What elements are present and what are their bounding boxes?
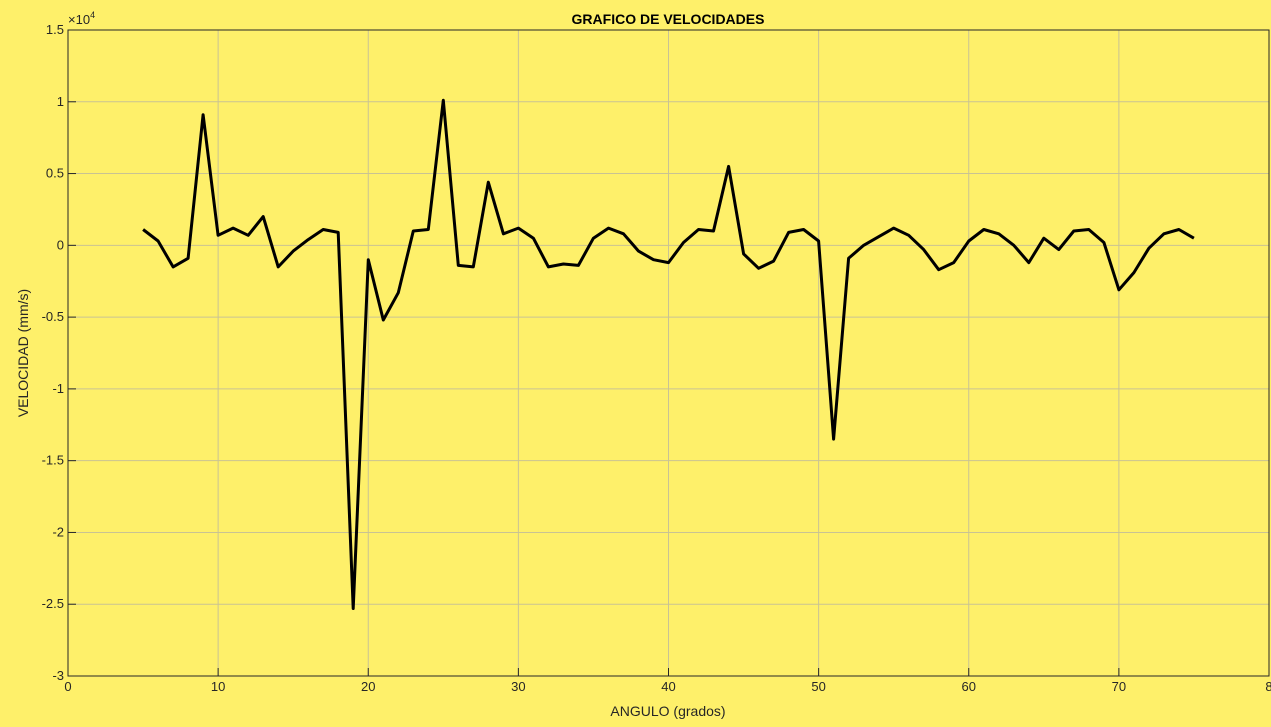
y-tick-label: -1 (52, 381, 64, 396)
y-tick-label: -2 (52, 524, 64, 539)
y-tick-label: -3 (52, 668, 64, 683)
y-tick-label: -2.5 (42, 596, 64, 611)
x-tick-label: 8 (1265, 679, 1271, 694)
x-tick-label: 10 (211, 679, 225, 694)
grid-lines (68, 30, 1269, 676)
x-tick-label: 30 (511, 679, 525, 694)
chart-title: GRAFICO DE VELOCIDADES (572, 11, 765, 27)
x-axis-ticks: 0 10 20 30 40 50 60 70 8 (64, 668, 1271, 694)
y-axis-ticks: 1.5 1 0.5 0 -0.5 -1 -1.5 -2 -2.5 -3 (42, 22, 76, 683)
velocity-series-line (142, 98, 1195, 610)
y-exponent-label: ×104 (68, 10, 95, 27)
y-tick-label: 1 (57, 94, 64, 109)
y-tick-label: 0 (57, 237, 64, 252)
y-axis-label: VELOCIDAD (mm/s) (15, 289, 31, 417)
y-tick-label: 0.5 (46, 166, 64, 181)
x-tick-label: 60 (962, 679, 976, 694)
x-tick-label: 0 (64, 679, 71, 694)
x-tick-label: 50 (811, 679, 825, 694)
x-tick-label: 70 (1112, 679, 1126, 694)
x-tick-label: 20 (361, 679, 375, 694)
x-axis-label: ANGULO (grados) (610, 703, 725, 719)
y-tick-label: -0.5 (42, 309, 64, 324)
y-tick-label: -1.5 (42, 453, 64, 468)
y-tick-label: 1.5 (46, 22, 64, 37)
x-tick-label: 40 (661, 679, 675, 694)
